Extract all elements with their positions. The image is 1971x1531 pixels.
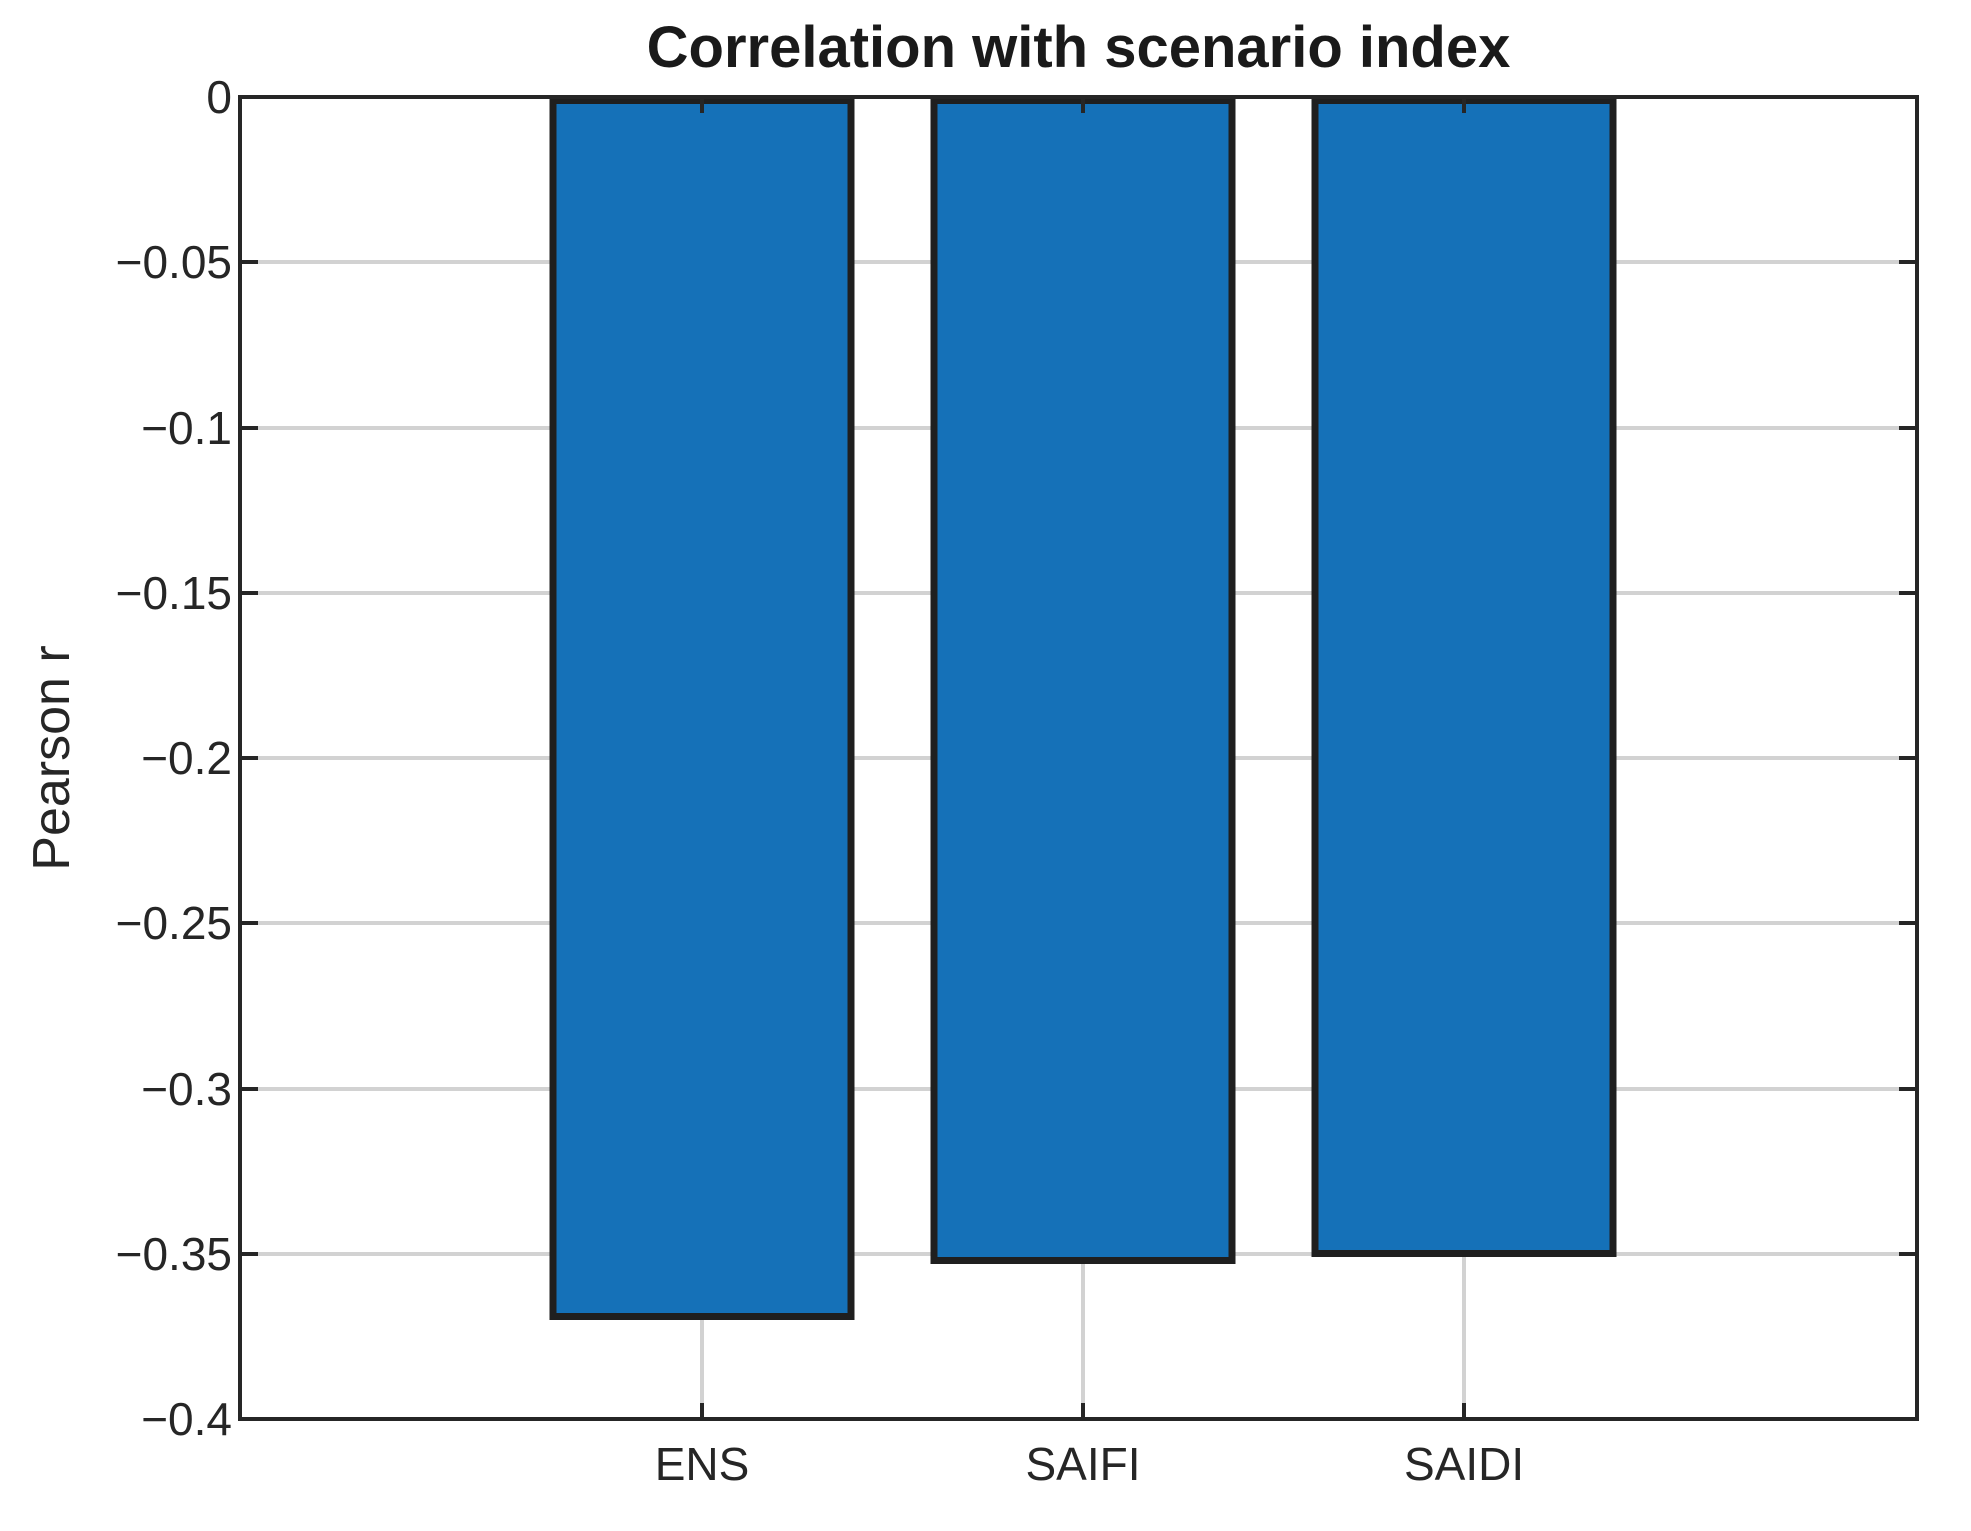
y-tick-label: −0.35	[115, 1227, 232, 1280]
y-tick-mark	[240, 590, 258, 595]
y-tick-mark	[1899, 1251, 1917, 1256]
x-tick-mark	[1081, 1403, 1086, 1419]
x-tick-mark	[700, 1403, 704, 1419]
y-tick-mark	[240, 260, 258, 265]
y-tick-mark	[1899, 1417, 1917, 1421]
y-tick-mark	[1899, 590, 1917, 595]
y-tick-mark	[240, 1086, 258, 1091]
chart-title: Correlation with scenario index	[646, 15, 1511, 80]
plot-area	[238, 95, 1919, 1421]
y-tick-mark	[1899, 1086, 1917, 1091]
y-tick-mark	[1899, 921, 1917, 926]
y-tick-mark	[1899, 756, 1917, 760]
x-tick-mark	[1462, 1403, 1467, 1419]
y-tick-label: −0.4	[141, 1393, 232, 1445]
y-tick-mark	[1899, 425, 1917, 430]
y-tick-mark	[240, 95, 258, 99]
y-tick-mark	[1899, 260, 1917, 265]
y-tick-label: −0.2	[141, 732, 232, 784]
y-tick-label: −0.3	[141, 1062, 232, 1115]
x-tick-label: SAIDI	[1403, 1438, 1525, 1490]
x-tick-mark	[700, 97, 704, 113]
y-tick-label: −0.25	[115, 897, 232, 950]
y-tick-mark	[240, 921, 258, 926]
y-tick-label: −0.1	[141, 401, 232, 454]
x-tick-label: SAIFI	[1025, 1438, 1141, 1490]
bar-saifi	[930, 97, 1236, 1264]
y-tick-label: −0.15	[115, 566, 232, 619]
y-tick-mark	[240, 1417, 258, 1421]
y-tick-mark	[240, 1251, 258, 1256]
bar-ens	[549, 97, 855, 1320]
y-tick-mark	[240, 756, 258, 760]
y-tick-label: 0	[206, 71, 232, 123]
y-tick-label: −0.05	[115, 236, 232, 289]
bar-saidi	[1311, 97, 1617, 1258]
x-tick-label: ENS	[654, 1438, 750, 1490]
y-tick-mark	[1899, 95, 1917, 99]
y-tick-mark	[240, 425, 258, 430]
x-tick-mark	[1081, 97, 1086, 113]
x-tick-mark	[1462, 97, 1467, 113]
